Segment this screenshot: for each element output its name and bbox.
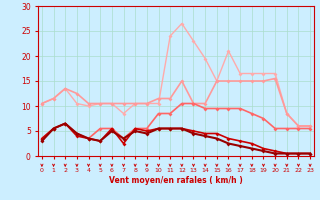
- X-axis label: Vent moyen/en rafales ( km/h ): Vent moyen/en rafales ( km/h ): [109, 176, 243, 185]
